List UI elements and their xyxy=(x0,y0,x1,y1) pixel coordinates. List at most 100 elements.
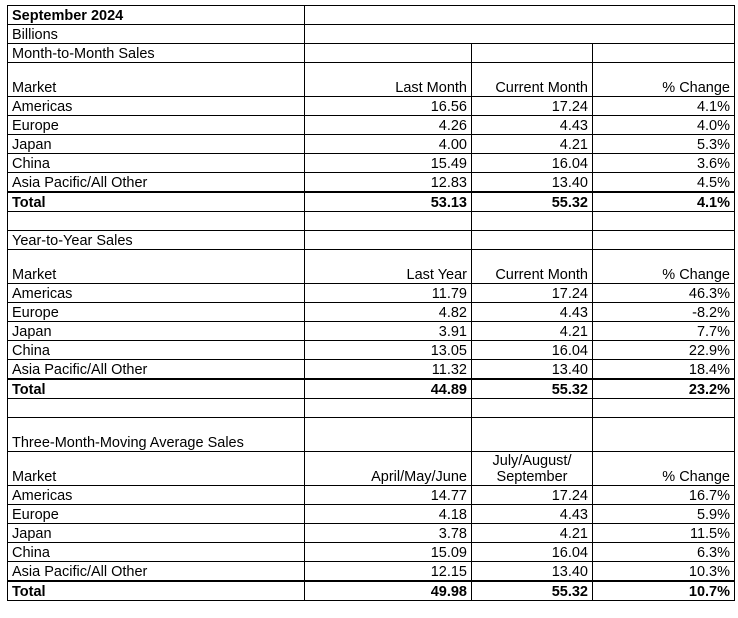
section-spacer-row xyxy=(7,211,735,231)
sales-value: 4.43 xyxy=(471,302,593,322)
first-period-header: Last Month xyxy=(304,62,472,97)
market-name: Asia Pacific/All Other xyxy=(7,561,305,582)
sales-value: 13.40 xyxy=(471,561,593,582)
section-heading-filler xyxy=(592,230,735,250)
sales-value: 11.79 xyxy=(304,283,472,303)
total-label: Total xyxy=(7,580,305,601)
section-heading-filler xyxy=(592,417,735,452)
total-value: 55.32 xyxy=(471,580,593,601)
market-row: Americas 16.56 17.24 4.1% xyxy=(7,96,735,116)
spacer-cell xyxy=(592,211,735,231)
column-header-row: Market Last Year Current Month% Change xyxy=(7,249,735,284)
percent-change-value: 46.3% xyxy=(592,283,735,303)
sales-value: 16.04 xyxy=(471,340,593,360)
section-heading-row: Month-to-Month Sales xyxy=(7,43,735,63)
sales-value: 16.56 xyxy=(304,96,472,116)
percent-change-value: 3.6% xyxy=(592,153,735,173)
market-row: China 15.09 16.04 6.3% xyxy=(7,542,735,562)
market-row: Japan 3.91 4.21 7.7% xyxy=(7,321,735,341)
sales-report-body: September 2024 Billions Month-to-Month S… xyxy=(7,5,735,601)
sales-value: 17.24 xyxy=(471,96,593,116)
market-name: Americas xyxy=(7,485,305,505)
section-heading: Year-to-Year Sales xyxy=(7,230,305,250)
spacer-cell xyxy=(304,211,472,231)
sales-value: 12.15 xyxy=(304,561,472,582)
percent-change-value: -8.2% xyxy=(592,302,735,322)
sales-value: 12.83 xyxy=(304,172,472,193)
sales-value: 13.40 xyxy=(471,359,593,380)
percent-change-header: % Change xyxy=(592,249,735,284)
percent-change-header: % Change xyxy=(592,451,735,486)
total-value: 49.98 xyxy=(304,580,472,601)
section-heading-filler xyxy=(471,230,593,250)
market-name: Europe xyxy=(7,504,305,524)
market-row: China 13.05 16.04 22.9% xyxy=(7,340,735,360)
sales-value: 15.09 xyxy=(304,542,472,562)
section-heading: Month-to-Month Sales xyxy=(7,43,305,63)
market-row: Asia Pacific/All Other 12.15 13.40 10.3% xyxy=(7,561,735,582)
percent-change-header: % Change xyxy=(592,62,735,97)
market-row: Europe 4.82 4.43 -8.2% xyxy=(7,302,735,322)
sales-value: 4.18 xyxy=(304,504,472,524)
spacer-cell xyxy=(471,398,593,418)
sales-value: 13.05 xyxy=(304,340,472,360)
sales-value: 4.43 xyxy=(471,115,593,135)
percent-change-value: 11.5% xyxy=(592,523,735,543)
market-row: Japan 4.00 4.21 5.3% xyxy=(7,134,735,154)
market-name: China xyxy=(7,340,305,360)
market-row: Japan 3.78 4.21 11.5% xyxy=(7,523,735,543)
total-value: 53.13 xyxy=(304,191,472,212)
percent-change-value: 5.3% xyxy=(592,134,735,154)
section-heading-filler xyxy=(471,43,593,63)
first-period-header: April/May/June xyxy=(304,451,472,486)
report-title: September 2024 xyxy=(7,5,305,25)
total-percent-change: 4.1% xyxy=(592,191,735,212)
units-label: Billions xyxy=(7,24,305,44)
sales-value: 14.77 xyxy=(304,485,472,505)
market-name: Americas xyxy=(7,283,305,303)
sales-report-table: September 2024 Billions Month-to-Month S… xyxy=(7,5,735,601)
section-heading: Three-Month-Moving Average Sales xyxy=(7,417,305,452)
units-row: Billions xyxy=(7,24,735,44)
market-name: Japan xyxy=(7,321,305,341)
total-value: 44.89 xyxy=(304,378,472,399)
percent-change-value: 10.3% xyxy=(592,561,735,582)
sales-value: 13.40 xyxy=(471,172,593,193)
section-heading-filler xyxy=(304,230,472,250)
market-header: Market xyxy=(7,249,305,284)
market-header: Market xyxy=(7,451,305,486)
total-row: Total 49.98 55.32 10.7% xyxy=(7,580,735,601)
market-name: Japan xyxy=(7,523,305,543)
percent-change-value: 16.7% xyxy=(592,485,735,505)
total-percent-change: 23.2% xyxy=(592,378,735,399)
spacer-cell xyxy=(471,211,593,231)
market-row: China 15.49 16.04 3.6% xyxy=(7,153,735,173)
total-row: Total 53.13 55.32 4.1% xyxy=(7,191,735,212)
sales-value: 3.78 xyxy=(304,523,472,543)
market-name: Europe xyxy=(7,302,305,322)
sales-value: 17.24 xyxy=(471,485,593,505)
market-row: Europe 4.26 4.43 4.0% xyxy=(7,115,735,135)
spacer-cell xyxy=(7,398,305,418)
total-percent-change: 10.7% xyxy=(592,580,735,601)
percent-change-value: 22.9% xyxy=(592,340,735,360)
market-row: Asia Pacific/All Other 11.32 13.40 18.4% xyxy=(7,359,735,380)
total-value: 55.32 xyxy=(471,378,593,399)
sales-value: 3.91 xyxy=(304,321,472,341)
market-name: Americas xyxy=(7,96,305,116)
percent-change-value: 7.7% xyxy=(592,321,735,341)
section-heading-filler xyxy=(592,43,735,63)
sales-value: 11.32 xyxy=(304,359,472,380)
total-value: 55.32 xyxy=(471,191,593,212)
sales-value: 4.21 xyxy=(471,321,593,341)
total-label: Total xyxy=(7,378,305,399)
spacer-cell xyxy=(7,211,305,231)
report-title-filler xyxy=(304,5,735,25)
market-name: China xyxy=(7,153,305,173)
sales-value: 4.26 xyxy=(304,115,472,135)
sales-value: 4.21 xyxy=(471,134,593,154)
market-row: Asia Pacific/All Other 12.83 13.40 4.5% xyxy=(7,172,735,193)
total-label: Total xyxy=(7,191,305,212)
section-spacer-row xyxy=(7,398,735,418)
sales-value: 16.04 xyxy=(471,153,593,173)
